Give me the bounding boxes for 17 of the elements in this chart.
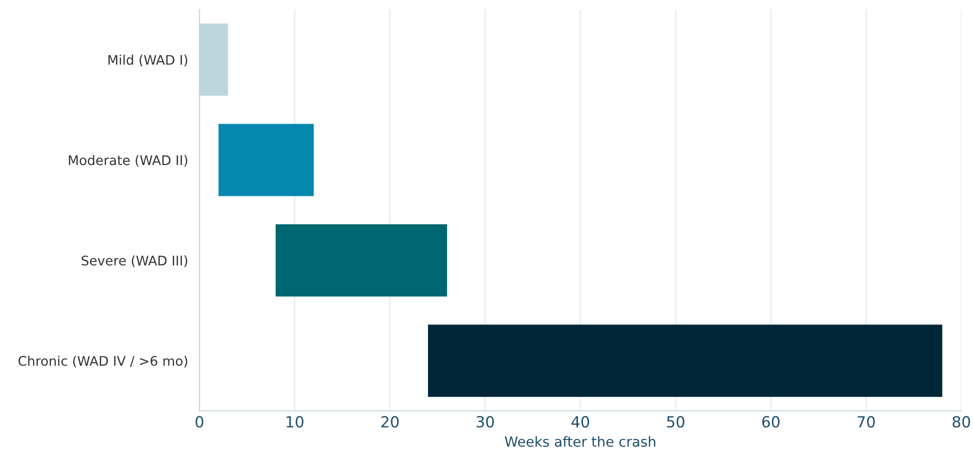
y-tick-label: Moderate (WAD II) (68, 155, 188, 167)
x-tick-label: 60 (762, 416, 780, 428)
y-tick-label: Chronic (WAD IV / >6 mo) (18, 356, 188, 368)
x-tick-label: 0 (196, 416, 204, 428)
y-tick-label: Severe (WAD III) (82, 255, 188, 268)
bar (276, 224, 448, 296)
x-tick-label: 30 (476, 416, 494, 428)
x-axis-title: Weeks after the crash (504, 436, 656, 447)
x-tick-label: 10 (286, 416, 304, 428)
x-tick-label: 40 (571, 416, 590, 428)
bar (428, 324, 942, 397)
x-tick-label: 70 (858, 416, 875, 428)
x-tick-label: 80 (952, 416, 970, 428)
y-tick-label: Mild (WAD I) (108, 54, 188, 66)
x-tick-label: 20 (381, 416, 399, 428)
bar (218, 124, 314, 196)
x-tick-label: 50 (667, 416, 684, 428)
